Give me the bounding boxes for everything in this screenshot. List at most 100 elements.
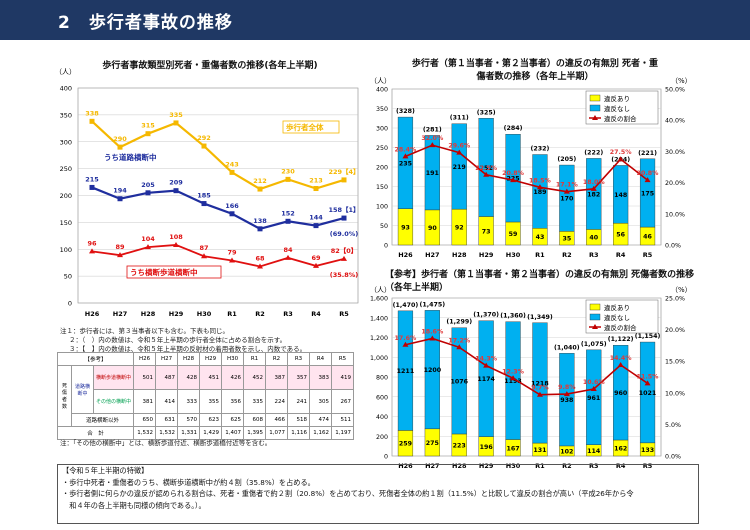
table-cell: 428 [177,365,201,390]
table-header-cell: 【参考】 [56,352,135,366]
chart2-bar-label: 148 [614,192,627,199]
chart1-data-label: 108 [169,233,183,241]
chart1-point [173,241,179,247]
table-cell: 335 [243,389,267,414]
chart1-data-label: 87 [199,244,208,252]
chart3-ratio-label: 11.5% [637,373,660,380]
chart1-series-line [91,186,345,231]
chart1-point [89,248,95,254]
chart3-legend-swatch [589,313,601,321]
chart1-y-tick: 100 [60,246,72,254]
chart3-y-tick: 1,000 [370,355,388,362]
page-title: 2 歩行者事故の推移 [58,13,233,33]
chart2-y2-tick: 0.0% [665,243,681,250]
chart1-y-tick: 250 [60,165,72,173]
chart3-bar-label: 196 [480,444,494,451]
table-cell: 474 [309,413,333,427]
chart3-total-label: (1,370) [473,312,499,319]
chart2-bar-segment [478,118,494,217]
chart3-y-tick: 0 [384,454,388,461]
chart3-x-tick: R3 [589,462,599,470]
table-cell: 1,532 [133,426,157,440]
chart1-y-tick: 200 [60,192,72,200]
chart2-legend-swatch [592,115,598,120]
chart2-bar-label: 175 [641,190,654,197]
chart2-bar-segment [559,164,575,232]
table-header-cell: H27 [155,352,179,366]
chart3-y-tick: 1,200 [370,335,388,342]
title-bar: 2 歩行者事故の推移 [0,0,750,40]
chart2-y2-tick: 30.0% [665,149,685,156]
chart3-bar-label: 114 [587,448,601,455]
chart3-bar-label: 1200 [424,367,442,374]
chart2-x-tick: H28 [452,251,467,259]
chart1-y-tick: 50 [64,273,72,281]
chart3-total-label: (1,299) [446,319,472,326]
chart2-bar-label: 182 [587,191,600,198]
chart3-bar-label: 960 [614,390,628,397]
chart1-point [285,218,291,224]
chart2-y-tick: 0 [384,243,388,250]
chart3-y-unit: （人） [370,286,391,294]
table-cell: 1,116 [287,426,311,440]
chart1-point [313,186,319,192]
chart1-data-label: 338 [85,109,99,117]
table-cell: 381 [133,389,157,414]
chart3-total-label: (1,475) [420,301,446,308]
chart1-point [257,226,263,232]
chart1-data-label: 215 [85,175,99,183]
chart2-bar-label: 43 [536,234,545,241]
chart3-x-tick: H26 [398,462,413,470]
chart2-bar-label: 46 [643,234,652,241]
chart3-y2-tick: 20.0% [665,327,685,334]
chart2-y2-tick: 40.0% [665,118,685,125]
chart2-bar-label: 73 [482,228,491,235]
table-cell: 631 [155,413,179,427]
chart2-total-label: (311) [450,115,469,122]
chart1-point [313,262,319,268]
chart2-y-tick: 300 [376,126,388,133]
chart2-legend-label: 違反なし [604,104,630,113]
chart2-legend-label: 違反あり [604,94,630,103]
table-row: 道路横断以外 650 631 570 623 625 608 466 518 4… [58,413,355,427]
summary-box: 【令和５年上半期の特徴】 ・歩行中死者・重傷者のうち、横断歩道横断中が約４割（3… [57,464,699,524]
chart1-point [257,263,263,269]
chart3-ratio-point [644,380,651,386]
chart2-ratio-label: 20.8% [502,170,525,177]
table-cell: 305 [309,389,333,414]
chart1-data-label: 144 [309,214,323,222]
chart3-bar-label: 259 [399,441,412,448]
chart1-point [201,143,207,149]
chart1-data-label: 166 [225,202,239,210]
chart2-x-tick: R2 [562,251,572,259]
chart1-data-label: 69 [311,254,321,262]
chart2-bar-label: 93 [401,224,410,231]
chart1-point [341,255,347,261]
chart2-ratio-label: 20.8% [637,170,660,177]
chart3-ratio-label: 12.3% [502,368,525,375]
table-cell: 267 [331,389,355,414]
chart2-ratio-point [510,177,517,183]
table-cell: 333 [177,389,201,414]
chart3-bar-label: 1218 [531,380,549,387]
chart3-bar-label: 1076 [450,378,468,385]
chart1-data-label: 243 [225,160,239,168]
chart3-bar-label: 1211 [397,368,415,375]
chart3-bar-segment [505,321,521,440]
chart2-bar-segment [639,158,656,228]
chart3-y2-tick: 10.0% [665,390,685,397]
chart3-total-label: (1,154) [635,333,661,340]
chart3-bar-segment [397,310,414,431]
chart3-bar-label: 1021 [639,390,657,397]
chart3-y-tick: 1,400 [370,315,388,322]
chart2-ratio-point [402,153,409,159]
chart3-x-tick: H30 [506,462,521,470]
table-row-label: 合 計 [56,426,135,440]
chart2-x-tick: R1 [535,251,545,259]
chart1-data-label: 138 [253,217,267,225]
table-header-row: 【参考】 H26 H27 H28 H29 H30 R1 R2 R3 R4 R5 [56,352,355,366]
chart2-total-label: (232) [530,146,549,153]
table-cell: 518 [287,413,311,427]
chart1-point [89,184,95,190]
chart2-x-tick: R3 [589,251,599,259]
